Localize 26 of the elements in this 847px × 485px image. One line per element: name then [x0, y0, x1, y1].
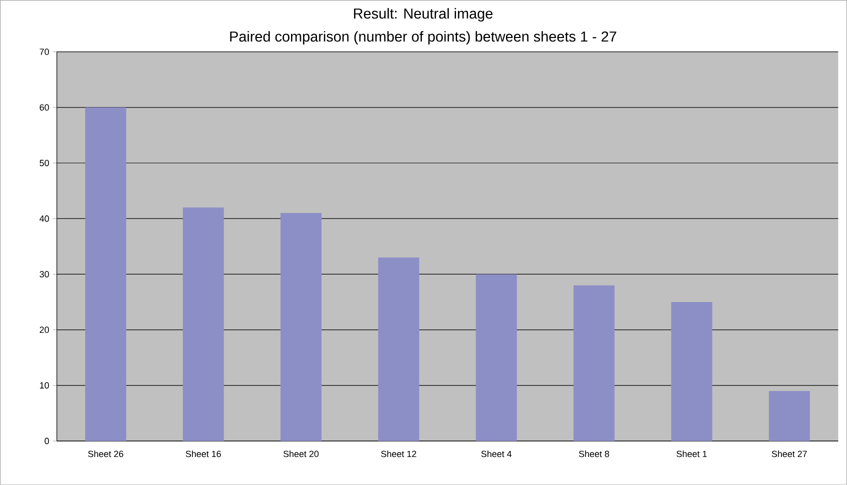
x-tick-label: Sheet 1	[676, 450, 707, 458]
y-tick-label: 40	[40, 216, 49, 222]
bar	[574, 285, 615, 442]
x-tick-label: Sheet 4	[481, 450, 512, 458]
x-tick-label: Sheet 26	[88, 450, 124, 458]
y-tick-label: 10	[40, 382, 49, 389]
chart-title: Result: Neutral image	[354, 8, 492, 22]
y-tick-label: 70	[40, 48, 49, 56]
bar	[671, 302, 712, 442]
x-tick-label: Sheet 27	[772, 450, 807, 458]
chart-subtitle: Paired comparison (number of points) between sheets 1 - 27	[230, 31, 616, 45]
x-tick-label: Sheet 8	[578, 450, 610, 458]
y-tick-label: 0	[44, 438, 49, 444]
bar	[476, 274, 517, 442]
x-tick-label: Sheet 20	[283, 450, 319, 458]
x-tick-label: Sheet 16	[186, 450, 221, 458]
bar	[85, 108, 126, 442]
bar	[280, 213, 322, 442]
y-tick-label: 20	[40, 326, 49, 334]
y-tick-label: 50	[40, 160, 49, 166]
bar	[768, 391, 810, 442]
x-tick-label: Sheet 12	[381, 450, 416, 458]
y-tick-label: 30	[40, 271, 49, 278]
y-tick-label: 60	[40, 104, 49, 111]
bar	[378, 258, 420, 442]
bar	[182, 208, 224, 442]
